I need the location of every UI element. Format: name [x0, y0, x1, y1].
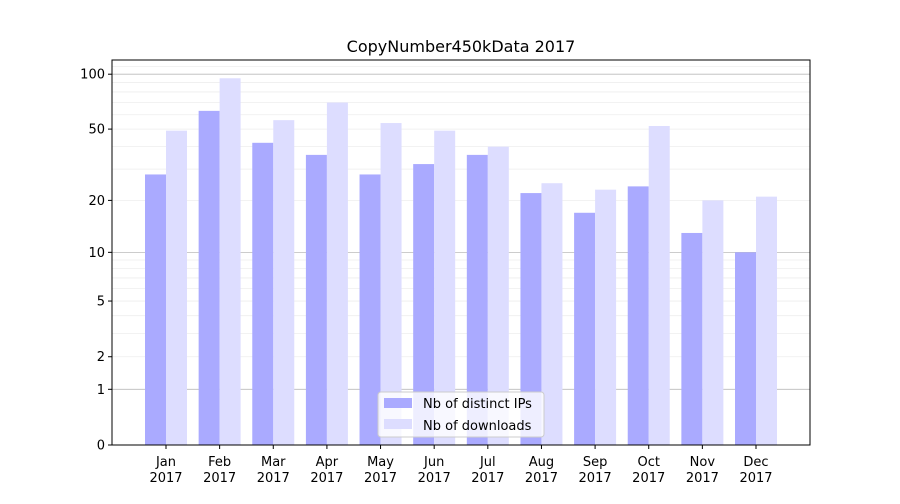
chart-title: CopyNumber450kData 2017 [347, 37, 576, 56]
bars [145, 78, 777, 446]
y-tick-label: 10 [88, 246, 105, 261]
bar-distinct-ips [681, 232, 703, 445]
bar-downloads [380, 123, 402, 446]
y-tick-label: 5 [97, 295, 105, 310]
bar-downloads [487, 146, 509, 445]
x-tick-label: Jan 2017 [149, 455, 182, 486]
y-tick-label: 2 [97, 350, 105, 365]
bar-downloads [648, 126, 670, 445]
bar-downloads [756, 196, 777, 445]
bar-downloads [326, 102, 348, 445]
bar-distinct-ips [145, 174, 166, 446]
x-tick-label: Sep 2017 [579, 455, 612, 486]
legend-box [377, 391, 545, 438]
legend-label-downloads: Nb of downloads [423, 419, 532, 434]
x-tick-label: May 2017 [364, 455, 397, 486]
bar-distinct-ips [520, 193, 542, 445]
x-tick-label: Feb 2017 [203, 455, 236, 486]
bar-distinct-ips [466, 154, 488, 445]
bar-distinct-ips [305, 154, 327, 445]
bar-downloads [595, 189, 617, 445]
x-tick-label: Mar 2017 [257, 455, 290, 486]
bar-distinct-ips [574, 212, 596, 445]
y-tick-label: 0 [97, 439, 105, 454]
bar-distinct-ips [252, 142, 274, 445]
legend-swatch-downloads [384, 419, 412, 429]
bar-distinct-ips [627, 186, 649, 445]
x-tick-label: Dec 2017 [739, 455, 772, 486]
bar-distinct-ips [198, 110, 220, 446]
x-tick-label: Oct 2017 [632, 455, 665, 486]
bar-downloads [702, 200, 724, 445]
bar-downloads [273, 120, 295, 446]
x-axis: Jan 2017 Feb 2017 Mar 2017 Apr 2017 May 2017 Jun 20… [149, 445, 773, 486]
bar-downloads [219, 78, 241, 446]
y-tick-label: 20 [88, 194, 105, 209]
bar-distinct-ips [413, 164, 435, 445]
y-tick-label: 100 [80, 68, 105, 83]
y-tick-label: 1 [97, 383, 105, 398]
x-tick-label: Apr 2017 [310, 455, 343, 486]
bar-distinct-ips [359, 174, 381, 446]
y-tick-label: 50 [88, 123, 105, 138]
plot-frame [111, 59, 811, 446]
x-tick-label: Nov 2017 [686, 455, 719, 486]
legend: Nb of distinct IPs Nb of downloads [377, 391, 545, 438]
bar-distinct-ips [735, 252, 756, 445]
x-tick-label: Aug 2017 [525, 455, 558, 486]
x-tick-label: Jul 2017 [471, 455, 504, 486]
bar-downloads [166, 130, 187, 445]
bar-downloads [434, 130, 456, 445]
y-axis: 0 1 2 5 10 20 50 100 [80, 68, 112, 454]
legend-label-ips: Nb of distinct IPs [423, 397, 532, 412]
bar-downloads [541, 183, 563, 446]
legend-swatch-ips [384, 398, 412, 408]
x-tick-label: Jun 2017 [418, 455, 451, 486]
